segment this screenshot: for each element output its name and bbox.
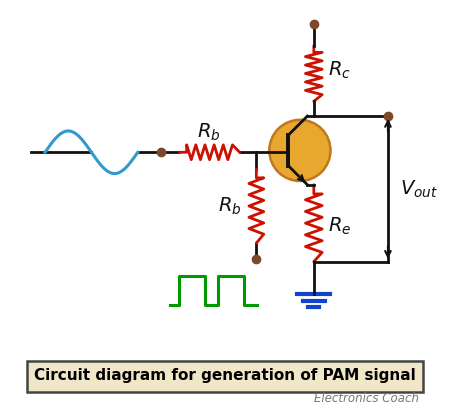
Text: $R_c$: $R_c$ — [328, 60, 351, 81]
Text: $R_b$: $R_b$ — [197, 121, 221, 142]
FancyBboxPatch shape — [27, 361, 423, 392]
Text: $V_{out}$: $V_{out}$ — [400, 178, 438, 199]
Text: Circuit diagram for generation of PAM signal: Circuit diagram for generation of PAM si… — [34, 368, 416, 383]
Circle shape — [269, 120, 330, 181]
Text: $R_e$: $R_e$ — [328, 216, 351, 237]
Text: $R_b$: $R_b$ — [218, 195, 242, 217]
Text: Electronics Coach: Electronics Coach — [315, 392, 419, 405]
